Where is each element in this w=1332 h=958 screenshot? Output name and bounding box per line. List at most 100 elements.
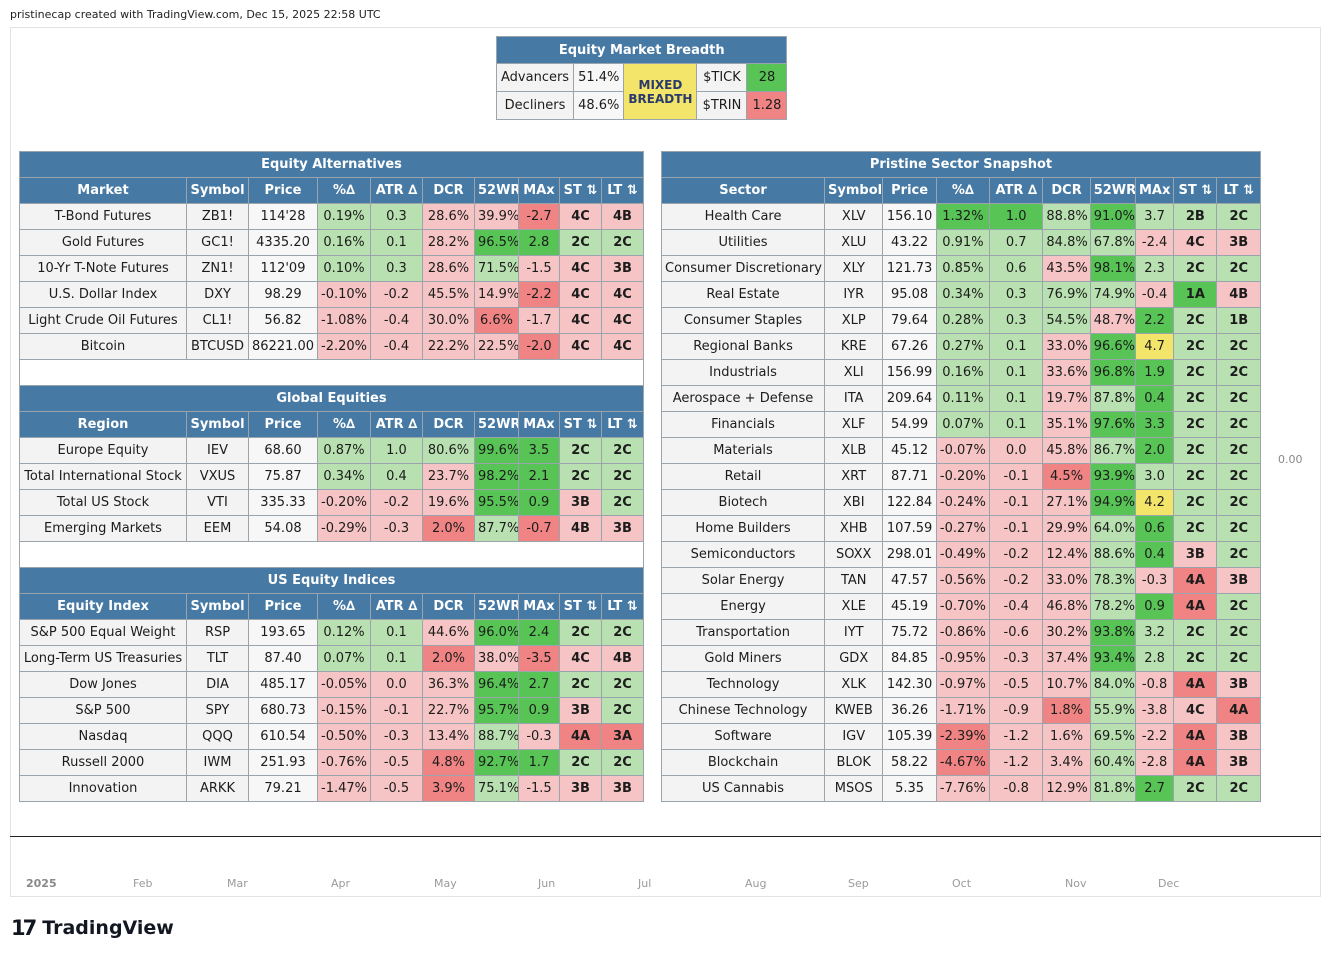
price-cell: 680.73 <box>248 697 318 724</box>
lt-trend-cell: 2C <box>1216 619 1261 646</box>
column-header: Region <box>19 411 187 438</box>
column-header: ST ⇅ <box>1173 177 1218 204</box>
lt-trend-cell: 4B <box>601 645 644 672</box>
max-cell: 3.2 <box>1134 619 1175 646</box>
tradingview-logo-text: TradingView <box>42 917 174 939</box>
pct-change-cell: -0.15% <box>317 697 371 724</box>
table-row: S&P 500 Equal Weight RSP 193.65 0.12% 0.1 44.… <box>19 619 644 646</box>
time-axis-label: Jun <box>538 877 556 890</box>
symbol-cell: KWEB <box>824 697 884 724</box>
52wr-cell: 71.5% <box>474 255 519 282</box>
time-axis[interactable]: 2025 Feb Mar Apr May Jun Jul Aug Sep Oct… <box>0 877 1332 891</box>
pct-change-cell: -0.70% <box>935 593 991 620</box>
price-cell: 112'09 <box>248 255 318 282</box>
lt-trend-cell: 3B <box>601 775 644 802</box>
max-cell: 2.0 <box>1134 437 1175 464</box>
symbol-cell: XLY <box>824 255 884 282</box>
time-axis-label: Sep <box>848 877 869 890</box>
dcr-cell: 33.0% <box>1042 567 1091 594</box>
name-cell: Software <box>660 723 826 750</box>
dcr-cell: 33.0% <box>1042 333 1091 360</box>
st-trend-cell: 2C <box>559 463 602 490</box>
st-trend-cell: 2C <box>1173 489 1218 516</box>
52wr-cell: 96.5% <box>474 229 519 256</box>
time-axis-label: Dec <box>1158 877 1180 890</box>
pct-change-cell: -2.20% <box>317 333 371 360</box>
table-row: Dow Jones DIA 485.17 -0.05% 0.0 36.3% 96.4% 2.7… <box>19 671 644 698</box>
name-cell: Retail <box>660 463 826 490</box>
52wr-cell: 94.9% <box>1089 489 1136 516</box>
atr-change-cell: -0.1 <box>989 463 1044 490</box>
atr-change-cell: -0.3 <box>370 515 423 542</box>
st-trend-cell: 4A <box>1173 593 1218 620</box>
lt-trend-cell: 2C <box>1216 203 1261 230</box>
table-title: Global Equities <box>19 385 644 412</box>
pct-change-cell: 0.28% <box>935 307 991 334</box>
price-cell: 45.12 <box>882 437 937 464</box>
table-row: Real Estate IYR 95.08 0.34% 0.3 76.9% 74.9% -0.… <box>660 281 1261 308</box>
table-row: Home Builders XHB 107.59 -0.27% -0.1 29.9% 64.… <box>660 515 1261 542</box>
name-cell: Bitcoin <box>19 333 187 360</box>
symbol-cell: DIA <box>186 671 249 698</box>
max-cell: 2.3 <box>1134 255 1175 282</box>
52wr-cell: 81.8% <box>1089 775 1136 802</box>
lt-trend-cell: 3B <box>601 255 644 282</box>
time-axis-label: 2025 <box>26 877 57 890</box>
max-cell: 3.7 <box>1134 203 1175 230</box>
st-trend-cell: 4A <box>1173 671 1218 698</box>
atr-change-cell: -0.5 <box>370 775 423 802</box>
max-cell: -0.3 <box>1134 567 1175 594</box>
column-header: LT ⇅ <box>601 411 644 438</box>
time-axis-label: Jul <box>638 877 652 890</box>
52wr-cell: 78.2% <box>1089 593 1136 620</box>
table-row: Nasdaq QQQ 610.54 -0.50% -0.3 13.4% 88.7% -0.3 4… <box>19 723 644 750</box>
table-row: Gold Miners GDX 84.85 -0.95% -0.3 37.4% 93.4% 2… <box>660 645 1261 672</box>
column-header: ATR ∆ <box>370 177 423 204</box>
tradingview-logo[interactable]: 17 TradingView <box>11 916 174 940</box>
price-cell: 193.65 <box>248 619 318 646</box>
column-header: ATR ∆ <box>370 411 423 438</box>
column-header: Price <box>248 593 318 620</box>
symbol-cell: ARKK <box>186 775 249 802</box>
column-header: Symbol <box>186 593 249 620</box>
52wr-cell: 95.7% <box>474 697 519 724</box>
name-cell: US Cannabis <box>660 775 826 802</box>
max-cell: 2.7 <box>1134 775 1175 802</box>
price-cell: 610.54 <box>248 723 318 750</box>
column-header: Price <box>248 411 318 438</box>
lt-trend-cell: 2C <box>1216 437 1261 464</box>
dcr-cell: 84.8% <box>1042 229 1091 256</box>
max-cell: 2.2 <box>1134 307 1175 334</box>
price-cell: 5.35 <box>882 775 937 802</box>
pct-change-cell: -1.47% <box>317 775 371 802</box>
atr-change-cell: -0.6 <box>989 619 1044 646</box>
table-row: Technology XLK 142.30 -0.97% -0.5 10.7% 84.0% -… <box>660 671 1261 698</box>
pct-change-cell: -0.05% <box>317 671 371 698</box>
pct-change-cell: -0.27% <box>935 515 991 542</box>
lt-trend-cell: 2C <box>601 697 644 724</box>
max-cell: 0.9 <box>518 489 560 516</box>
max-cell: -2.8 <box>1134 749 1175 776</box>
pct-change-cell: -0.10% <box>317 281 371 308</box>
name-cell: Consumer Discretionary <box>660 255 826 282</box>
atr-change-cell: 0.3 <box>989 281 1044 308</box>
52wr-cell: 69.5% <box>1089 723 1136 750</box>
name-cell: Biotech <box>660 489 826 516</box>
time-axis-label: Mar <box>227 877 248 890</box>
pct-change-cell: -1.71% <box>935 697 991 724</box>
lt-trend-cell: 4B <box>1216 281 1261 308</box>
symbol-cell: XLF <box>824 411 884 438</box>
symbol-cell: ZB1! <box>186 203 249 230</box>
52wr-cell: 87.8% <box>1089 385 1136 412</box>
52wr-cell: 86.7% <box>1089 437 1136 464</box>
st-trend-cell: 2C <box>1173 619 1218 646</box>
column-header: LT ⇅ <box>601 177 644 204</box>
dcr-cell: 19.6% <box>422 489 475 516</box>
lt-trend-cell: 2C <box>1216 411 1261 438</box>
table-row: Total US Stock VTI 335.33 -0.20% -0.2 19.6% 95… <box>19 489 644 516</box>
table-title: Equity Alternatives <box>19 151 644 178</box>
price-cell: 47.57 <box>882 567 937 594</box>
52wr-cell: 60.4% <box>1089 749 1136 776</box>
chart-pane[interactable] <box>10 27 1321 897</box>
name-cell: T-Bond Futures <box>19 203 187 230</box>
